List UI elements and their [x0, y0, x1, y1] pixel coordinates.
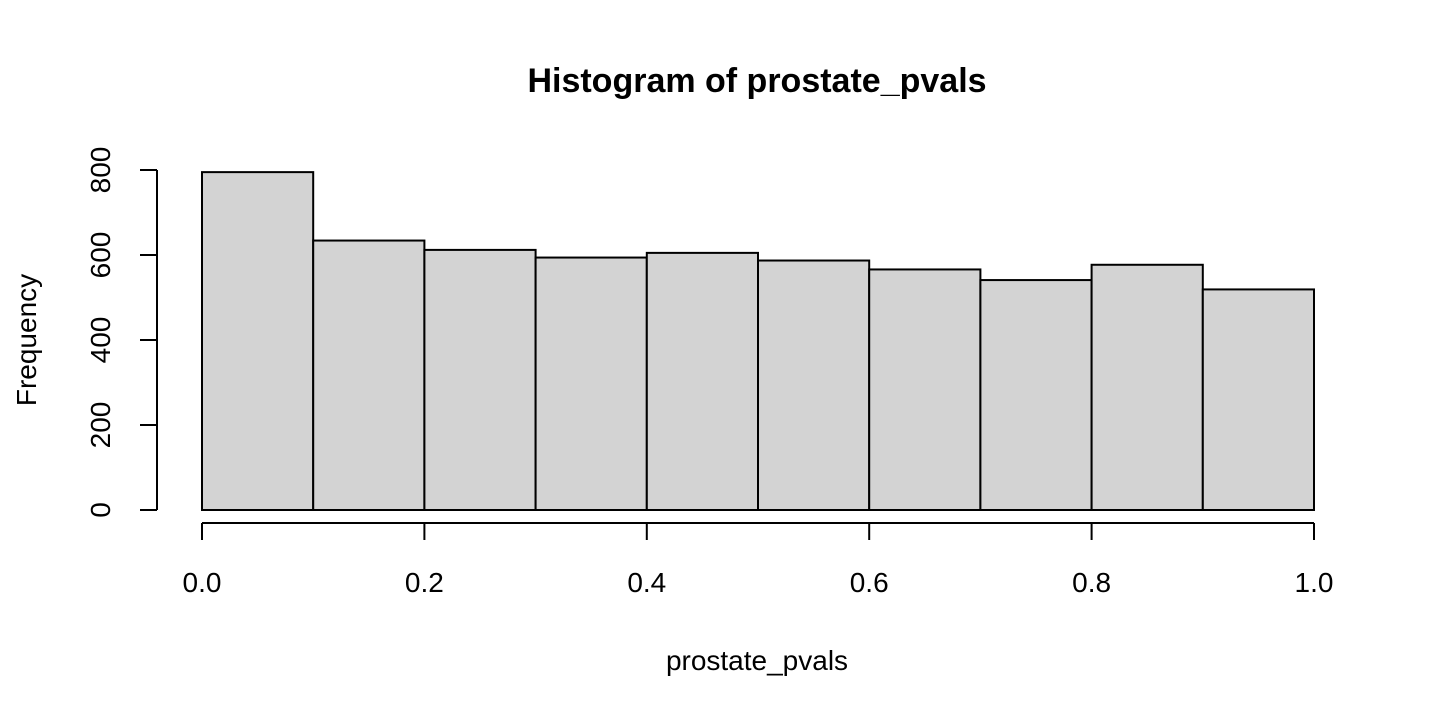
histogram-bar — [757, 259, 871, 511]
histogram-bar — [534, 256, 648, 511]
x-tick-label: 0.2 — [405, 567, 444, 598]
x-axis: 0.0 0.2 0.4 0.6 0.8 1.0 — [183, 522, 1334, 598]
chart-title: Histogram of prostate_pvals — [527, 62, 986, 100]
y-tick-label: 200 — [85, 402, 116, 449]
y-tick-label: 0 — [85, 502, 116, 518]
bars-group — [201, 171, 1316, 512]
histogram-bar — [201, 171, 315, 511]
y-tick-label: 600 — [85, 232, 116, 279]
histogram-bar — [423, 248, 537, 511]
y-tick-label: 400 — [85, 317, 116, 364]
x-tick-label: 0.4 — [627, 567, 666, 598]
x-tick-label: 0.0 — [183, 567, 222, 598]
y-axis-label: Frequency — [11, 274, 42, 406]
histogram-bar — [645, 251, 759, 511]
histogram-bar — [1201, 288, 1316, 511]
x-tick-label: 0.6 — [850, 567, 889, 598]
y-axis: 0 200 400 600 800 — [85, 147, 158, 518]
y-tick-label: 800 — [85, 147, 116, 194]
x-axis-label: prostate_pvals — [666, 645, 848, 676]
x-tick-label: 1.0 — [1295, 567, 1334, 598]
x-tick-label: 0.8 — [1072, 567, 1111, 598]
histogram-bar — [979, 279, 1093, 512]
histogram-bar — [868, 268, 982, 512]
histogram-bar — [1090, 263, 1204, 511]
histogram-bar — [312, 239, 426, 512]
